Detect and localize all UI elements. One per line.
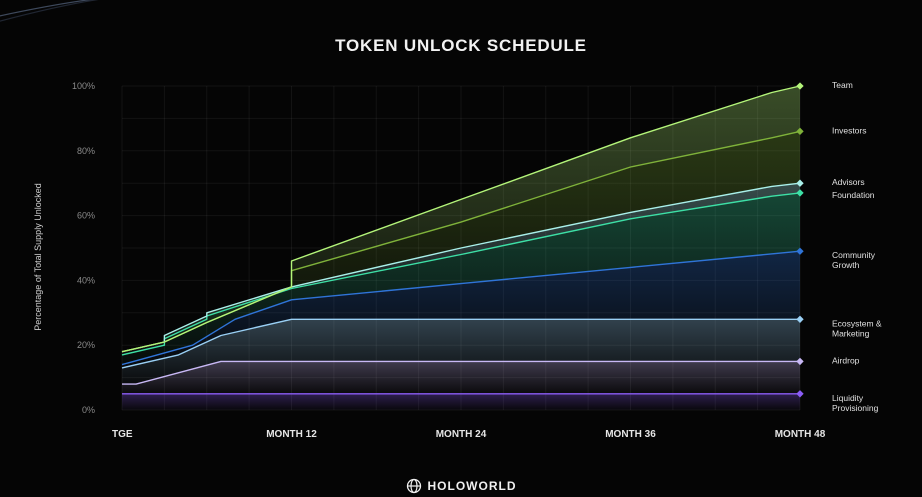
y-tick-label: 20% <box>77 340 95 350</box>
y-tick-label: 40% <box>77 275 95 285</box>
decorative-arcs <box>0 0 99 22</box>
y-tick-label: 80% <box>77 146 95 156</box>
series-line-0 <box>121 85 801 353</box>
decorative-arc-1 <box>0 0 99 22</box>
chart-title: TOKEN UNLOCK SCHEDULE <box>335 36 587 55</box>
series-area-1 <box>122 131 800 352</box>
series-area-2 <box>122 183 800 355</box>
series-area-5 <box>122 319 800 385</box>
series-end-marker <box>796 247 804 255</box>
x-tick-label: TGE <box>112 429 133 440</box>
x-tick-label: MONTH 48 <box>775 429 826 440</box>
legend-label: Team <box>832 80 853 90</box>
series-area-4 <box>122 251 800 368</box>
series-area-0 <box>122 86 800 352</box>
legend-label: Community Growth <box>832 250 876 270</box>
series-line-5 <box>121 318 800 369</box>
x-tick-label: MONTH 12 <box>266 429 317 440</box>
legend-label: Investors <box>832 125 867 135</box>
series-area-7 <box>122 393 800 410</box>
holoworld-logo-icon <box>406 478 421 494</box>
series-area-6 <box>122 361 800 394</box>
series-line-4 <box>121 250 801 366</box>
legend-label: Liquidity Provisioning <box>832 393 879 413</box>
brand-footer: HOLOWORLD <box>0 478 922 494</box>
series-line-6 <box>122 360 800 385</box>
series-end-marker <box>796 127 804 136</box>
y-tick-label: 0% <box>82 405 95 415</box>
series-lines <box>121 82 804 398</box>
axis-ticks: 0% 20% 40% 60% 80% 100% TGE MONTH 12 MONTH 24 MON… <box>72 81 826 440</box>
y-tick-label: 100% <box>72 81 95 91</box>
x-tick-label: MONTH 36 <box>605 429 656 440</box>
y-axis-label: Percentage of Total Supply Unlocked <box>33 183 43 331</box>
legend-label: Airdrop <box>832 355 860 365</box>
series-end-marker <box>796 390 804 398</box>
legend-label: Advisors <box>832 177 865 187</box>
series-end-marker <box>796 357 804 366</box>
series-line-2 <box>121 182 801 353</box>
series-end-marker <box>796 315 804 323</box>
decorative-arc-0 <box>0 0 92 17</box>
legend-label: Ecosystem & Marketing <box>832 318 882 338</box>
legend: Team Investors Advisors Foundation Community… <box>832 80 882 413</box>
series-area-3 <box>122 192 800 365</box>
y-tick-label: 60% <box>77 211 95 221</box>
series-areas <box>122 86 800 410</box>
brand-name: HOLOWORLD <box>427 479 517 493</box>
legend-label: Foundation <box>832 190 875 200</box>
x-tick-label: MONTH 24 <box>436 429 487 440</box>
